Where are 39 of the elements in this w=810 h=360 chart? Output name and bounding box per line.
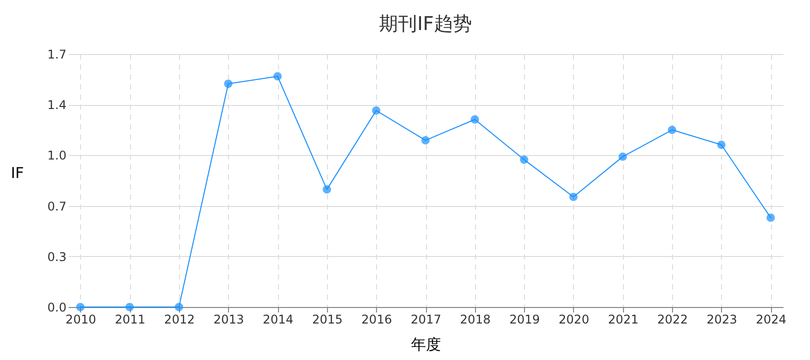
x-tick-label: 2013 — [213, 312, 244, 326]
x-tick-label: 2022 — [657, 312, 688, 326]
y-tick-label: 0.0 — [47, 300, 66, 314]
x-tick-label: 2020 — [558, 312, 590, 326]
x-tick-label: 2014 — [262, 312, 294, 326]
x-tick-label: 2023 — [706, 312, 738, 326]
y-axis-title: IF — [10, 164, 24, 182]
point — [372, 106, 380, 115]
point — [174, 302, 184, 312]
point — [766, 214, 775, 222]
point — [421, 136, 430, 144]
x-tick-label: 2024 — [756, 312, 786, 326]
x-axis-title: 年度 — [411, 336, 441, 354]
x-tick-label: 2016 — [361, 312, 392, 326]
point — [717, 140, 726, 149]
point — [520, 155, 528, 164]
y-tick-label: 1.4 — [47, 98, 66, 112]
y-tick-label: 0.3 — [47, 250, 66, 264]
point — [618, 152, 627, 161]
x-tick-label: 2019 — [509, 312, 540, 326]
point — [125, 302, 134, 312]
point — [668, 126, 676, 134]
y-tick-label: 1.0 — [47, 148, 66, 163]
point — [569, 192, 578, 202]
y-tick-label: 1.7 — [47, 48, 66, 62]
x-tick-label: 2021 — [608, 312, 639, 326]
point — [224, 80, 232, 88]
x-tick-label: 2010 — [66, 312, 96, 326]
point — [470, 115, 479, 124]
y-tick-label: 0.7 — [47, 199, 66, 214]
x-tick-label: 2018 — [460, 312, 491, 326]
chart-title: 期刊IF趋势 — [379, 13, 472, 35]
x-tick-label: 2017 — [410, 312, 442, 326]
x-tick-label: 2012 — [164, 312, 195, 326]
x-tick-label: 2015 — [312, 312, 343, 326]
point — [76, 302, 85, 312]
point — [273, 72, 282, 80]
point — [322, 185, 332, 194]
x-tick-label: 2011 — [114, 312, 146, 326]
